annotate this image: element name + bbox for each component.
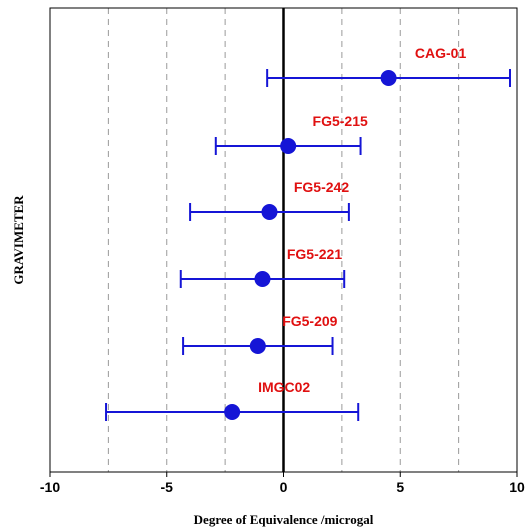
x-tick-label-4: 10 [509,479,525,495]
data-marks: CAG-01 FG5-215 FG5-242 FG5-221 FG5-209 IMGC02 [105,45,511,421]
series-fg5-242: FG5-242 [189,179,350,221]
data-point-5 [224,404,241,420]
y-axis-title: GRAVIMETER [11,195,26,285]
point-label-2: FG5-242 [294,179,349,195]
x-tick-label-3: 5 [396,479,404,495]
point-label-0: CAG-01 [415,45,467,61]
point-label-5: IMGC02 [258,379,310,395]
series-fg5-221: FG5-221 [179,246,346,288]
data-point-3 [254,271,271,287]
series-fg5-215: FG5-215 [214,113,368,155]
data-point-1 [280,138,297,154]
x-tick-label-2: 0 [280,479,288,495]
x-tick-label-1: -5 [161,479,174,495]
grid-lines [107,8,460,472]
x-axis: -10 -5 0 5 10 [40,472,525,495]
point-label-4: FG5-209 [282,313,337,329]
point-label-3: FG5-221 [287,246,342,262]
data-point-4 [249,338,266,354]
series-cag-01: CAG-01 [266,45,511,87]
point-label-1: FG5-215 [313,113,368,129]
series-imgc02: IMGC02 [105,379,360,421]
series-fg5-209: FG5-209 [182,313,338,355]
data-point-2 [261,204,278,220]
x-axis-title: Degree of Equivalence /microgal [194,512,374,527]
data-point-0 [380,70,397,86]
x-tick-label-0: -10 [40,479,60,495]
